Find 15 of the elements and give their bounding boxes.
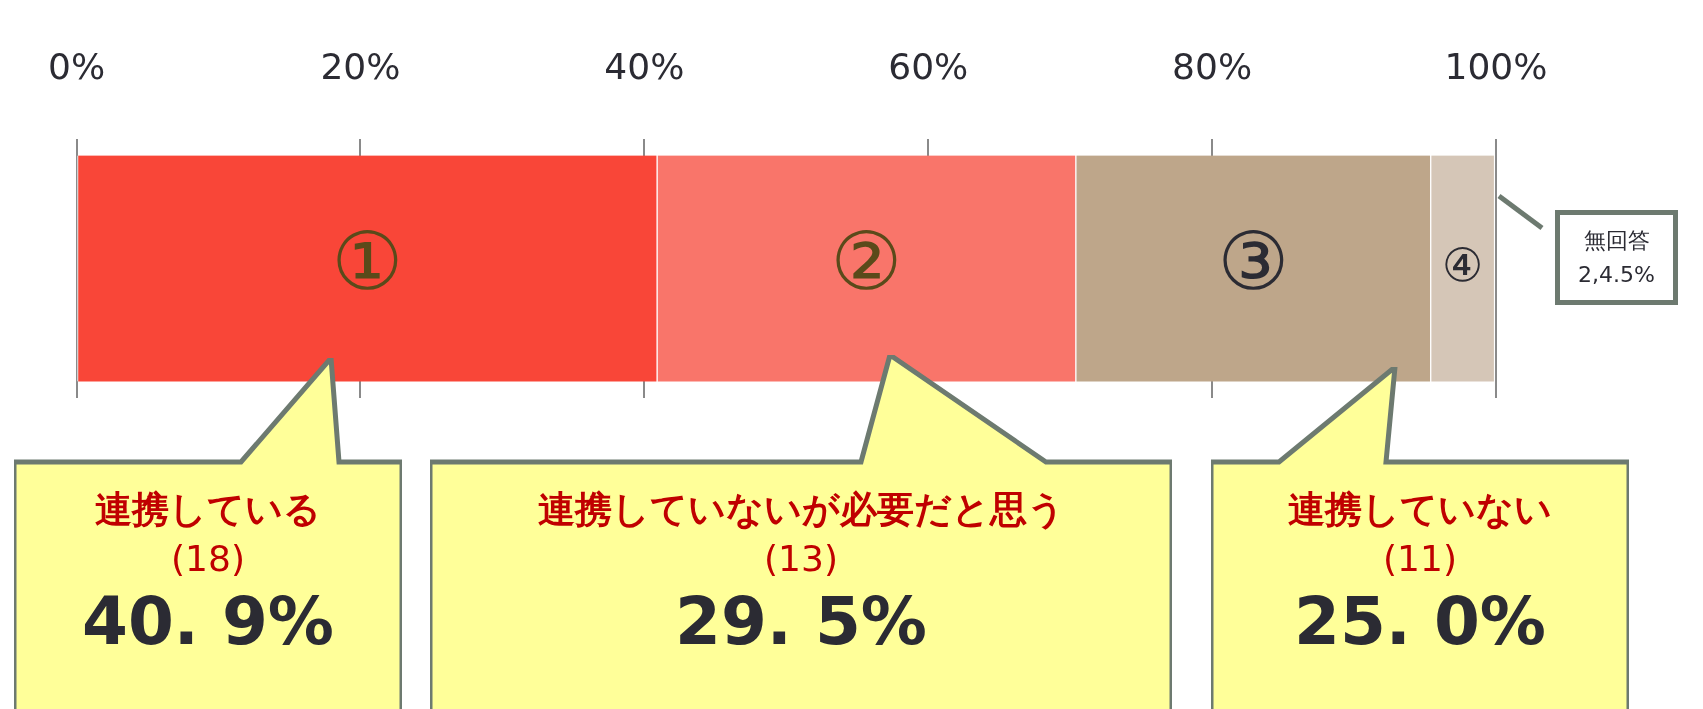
- speech-bubble: 連携していない (11) 25. 0%: [1211, 367, 1629, 709]
- annotation: ②: [830, 215, 903, 309]
- annotation: ④: [1442, 237, 1484, 292]
- x-tick-label: 40%: [604, 45, 685, 87]
- text: 2,4.5%: [1578, 260, 1655, 289]
- x-tick-label: 20%: [320, 45, 401, 87]
- x-tick-label: 60%: [888, 45, 969, 87]
- speech-bubble: 連携していないが必要だと思う (13) 29. 5%: [430, 355, 1172, 709]
- text: 無回答: [1583, 226, 1650, 255]
- speech-bubble: 連携している (18) 40. 9%: [14, 358, 402, 709]
- x-tick-label: 0%: [47, 45, 106, 87]
- annotation: ①: [331, 215, 404, 309]
- x-tick-label: 80%: [1172, 45, 1253, 87]
- annotation: ③: [1217, 215, 1290, 309]
- x-tick-label: 100%: [1444, 45, 1548, 87]
